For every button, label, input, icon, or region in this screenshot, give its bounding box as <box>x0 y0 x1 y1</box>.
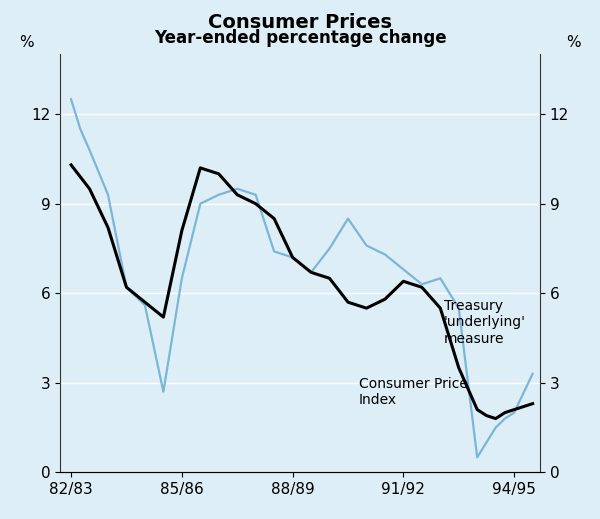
Text: %: % <box>19 35 34 50</box>
Text: Consumer Prices: Consumer Prices <box>208 13 392 32</box>
Text: %: % <box>566 35 581 50</box>
Text: Year-ended percentage change: Year-ended percentage change <box>154 29 446 47</box>
Text: Consumer Price
Index: Consumer Price Index <box>359 377 468 407</box>
Text: Treasury
'underlying'
measure: Treasury 'underlying' measure <box>444 299 526 346</box>
